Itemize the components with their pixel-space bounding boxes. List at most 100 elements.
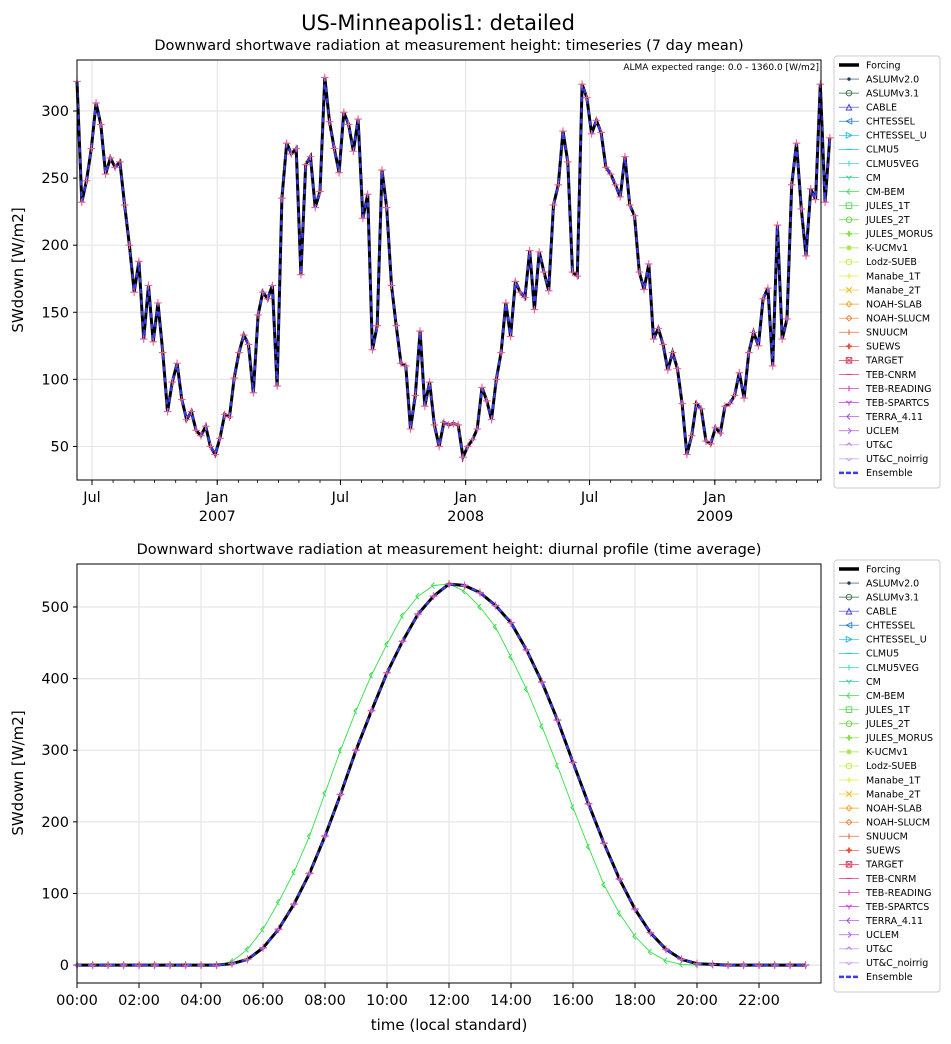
timeseries-point-108 bbox=[587, 130, 596, 138]
diurnal-legend-marker-28 bbox=[845, 961, 853, 966]
diurnal-point-caret-3 bbox=[120, 963, 127, 968]
diurnal-cmbem-point-21 bbox=[399, 612, 404, 619]
diurnal-point-caret-34 bbox=[600, 842, 608, 847]
timeseries-point-89 bbox=[497, 348, 505, 357]
diurnal-point-caret-19 bbox=[368, 709, 375, 714]
diurnal-xtick-label-7: 14:00 bbox=[490, 993, 532, 1009]
timeseries-point-113 bbox=[611, 180, 620, 189]
timeseries-point-28 bbox=[206, 442, 215, 451]
timeseries-chart-title: Downward shortwave radiation at measurem… bbox=[154, 38, 743, 54]
diurnal-legend-label-10: JULES_1T bbox=[865, 705, 910, 716]
timeseries-point-8 bbox=[111, 163, 119, 172]
timeseries-point-41 bbox=[268, 281, 277, 290]
timeseries-point-88 bbox=[492, 375, 501, 384]
timeseries-point-6 bbox=[101, 170, 110, 178]
timeseries-legend-marker-18 bbox=[845, 314, 853, 322]
diurnal-series bbox=[73, 580, 810, 970]
diurnal-legend-marker-3 bbox=[845, 607, 853, 615]
timeseries-point-17 bbox=[154, 299, 162, 307]
timeseries-point-102 bbox=[559, 127, 567, 135]
diurnal-cmbem-point-15 bbox=[306, 832, 311, 840]
timeseries-point-130 bbox=[692, 399, 701, 408]
timeseries-point-104 bbox=[568, 268, 577, 276]
diurnal-legend-label-7: CLMU5VEG bbox=[866, 663, 919, 674]
diurnal-legend-label-3: CABLE bbox=[866, 607, 897, 618]
timeseries-legend-marker-27 bbox=[845, 442, 853, 446]
diurnal-legend-label-17: NOAH-SLAB bbox=[866, 803, 922, 814]
timeseries-legend-label-22: TEB-CNRM bbox=[865, 370, 916, 381]
diurnal-legend-marker-12 bbox=[846, 735, 852, 741]
diurnal-point-caret-46 bbox=[786, 963, 794, 968]
diurnal-legend-marker-17 bbox=[845, 804, 853, 812]
diurnal-legend-label-12: JULES_MORUS bbox=[865, 733, 933, 744]
timeseries-point-74 bbox=[425, 378, 434, 386]
timeseries-point-5 bbox=[97, 120, 105, 129]
diurnal-point-caret-10 bbox=[228, 962, 236, 967]
diurnal-legend-label-22: TEB-CNRM bbox=[865, 874, 916, 885]
timeseries-point-144 bbox=[759, 295, 767, 303]
timeseries-point-14 bbox=[139, 335, 148, 343]
diurnal-legend-label-16: Manabe_2T bbox=[866, 789, 921, 800]
diurnal-cmbem-point-31 bbox=[554, 762, 559, 770]
timeseries-point-71 bbox=[411, 391, 420, 400]
diurnal-point-caret-14 bbox=[290, 902, 298, 908]
timeseries-point-63 bbox=[373, 321, 381, 330]
timeseries-point-117 bbox=[630, 211, 639, 220]
timeseries-legend-marker-2 bbox=[845, 89, 853, 97]
timeseries-point-82 bbox=[463, 442, 472, 451]
timeseries-point-141 bbox=[745, 348, 753, 357]
timeseries-legend-marker-4 bbox=[845, 117, 853, 125]
diurnal-legend-marker-1 bbox=[847, 581, 851, 585]
timeseries-legend-frame bbox=[833, 55, 941, 489]
timeseries-plot-frame bbox=[76, 59, 822, 481]
diurnal-ytick-label-0: 0 bbox=[60, 958, 69, 974]
timeseries-point-40 bbox=[263, 295, 272, 303]
diurnal-legend-label-13: K-UCMv1 bbox=[866, 747, 908, 758]
timeseries-point-148 bbox=[778, 335, 786, 343]
diurnal-point-caret-6 bbox=[166, 963, 174, 968]
timeseries-point-38 bbox=[254, 311, 262, 319]
timeseries-point-115 bbox=[621, 152, 629, 161]
timeseries-legend-label-27: UT&C bbox=[866, 440, 893, 451]
diurnal-point-caret-12 bbox=[259, 946, 267, 951]
diurnal-point-caret-44 bbox=[755, 963, 763, 968]
timeseries-legend-marker-16 bbox=[845, 286, 853, 294]
diurnal-legend-label-6: CLMU5 bbox=[866, 649, 899, 660]
timeseries-grid bbox=[77, 60, 821, 480]
timeseries-ytick-label-2: 150 bbox=[41, 305, 69, 321]
diurnal-point-caret-1 bbox=[89, 963, 96, 968]
timeseries-point-53 bbox=[325, 117, 334, 126]
diurnal-legend-marker-26 bbox=[847, 931, 852, 938]
diurnal-ytick-label-5: 500 bbox=[41, 600, 69, 616]
timeseries-point-85 bbox=[478, 383, 486, 392]
diurnal-legend: Forcing ASLUMv2.0 ASLUMv3.1 CABLE CHTESSEL CH… bbox=[833, 559, 941, 993]
diurnal-legend-marker-2 bbox=[845, 593, 853, 601]
diurnal-legend-marker-8 bbox=[845, 679, 853, 685]
diurnal-cmbem-point-16 bbox=[322, 789, 327, 797]
diurnal-point-caret-29 bbox=[523, 648, 530, 653]
diurnal-point-caret-42 bbox=[724, 963, 732, 968]
timeseries-point-147 bbox=[773, 221, 782, 229]
timeseries-point-107 bbox=[583, 93, 591, 102]
timeseries-legend-label-25: TERRA_4.11 bbox=[865, 412, 923, 423]
timeseries-point-62 bbox=[368, 346, 377, 354]
timeseries-point-54 bbox=[330, 144, 339, 153]
diurnal-xtick-label-1: 02:00 bbox=[118, 993, 160, 1009]
diurnal-xtick-label-3: 06:00 bbox=[242, 993, 284, 1009]
diurnal-point-caret-2 bbox=[104, 963, 112, 968]
diurnal-legend-marker-21 bbox=[845, 861, 853, 868]
diurnal-legend-marker-25 bbox=[846, 917, 851, 924]
diurnal-legend-label-2: ASLUMv3.1 bbox=[866, 592, 919, 603]
diurnal-point-caret-24 bbox=[445, 582, 453, 587]
timeseries-point-3 bbox=[87, 144, 96, 153]
timeseries-point-124 bbox=[664, 366, 672, 374]
diurnal-legend-label-4: CHTESSEL bbox=[866, 621, 916, 632]
timeseries-legend-label-13: K-UCMv1 bbox=[866, 243, 908, 254]
timeseries-xtick-label-5: Jan bbox=[703, 490, 726, 506]
timeseries-point-121 bbox=[649, 335, 658, 343]
timeseries-point-60 bbox=[359, 214, 367, 223]
timeseries-point-78 bbox=[444, 421, 453, 429]
timeseries-point-21 bbox=[173, 359, 181, 368]
timeseries-legend-marker-13 bbox=[846, 245, 852, 251]
timeseries-point-86 bbox=[482, 397, 491, 405]
